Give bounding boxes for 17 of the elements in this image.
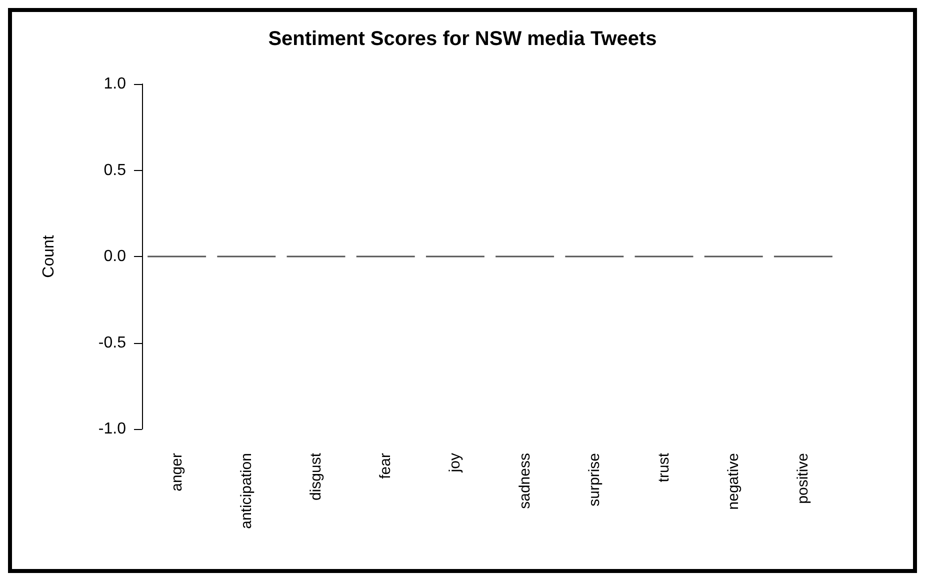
x-tick-label: trust	[656, 452, 672, 482]
y-tick-label: 0.5	[104, 162, 126, 179]
y-tick-label: 1.0	[104, 76, 126, 92]
x-tick-label: fear	[377, 453, 394, 479]
x-tick-label: anticipation	[238, 453, 255, 529]
y-axis-title: Count	[40, 234, 58, 278]
x-tick-label: negative	[725, 453, 742, 510]
x-tick-label: sadness	[516, 453, 534, 509]
y-tick-label: 0.0	[104, 248, 126, 265]
y-tick-label: -1.0	[98, 420, 126, 438]
x-tick-label: positive	[794, 453, 812, 504]
x-tick-label: joy	[446, 452, 464, 474]
x-tick-label: anger	[168, 453, 186, 492]
y-tick-label: -0.5	[98, 334, 126, 352]
x-tick-label: disgust	[308, 452, 324, 501]
x-tick-label: surprise	[586, 453, 603, 506]
chart-title: Sentiment Scores for NSW media Tweets	[268, 28, 657, 50]
